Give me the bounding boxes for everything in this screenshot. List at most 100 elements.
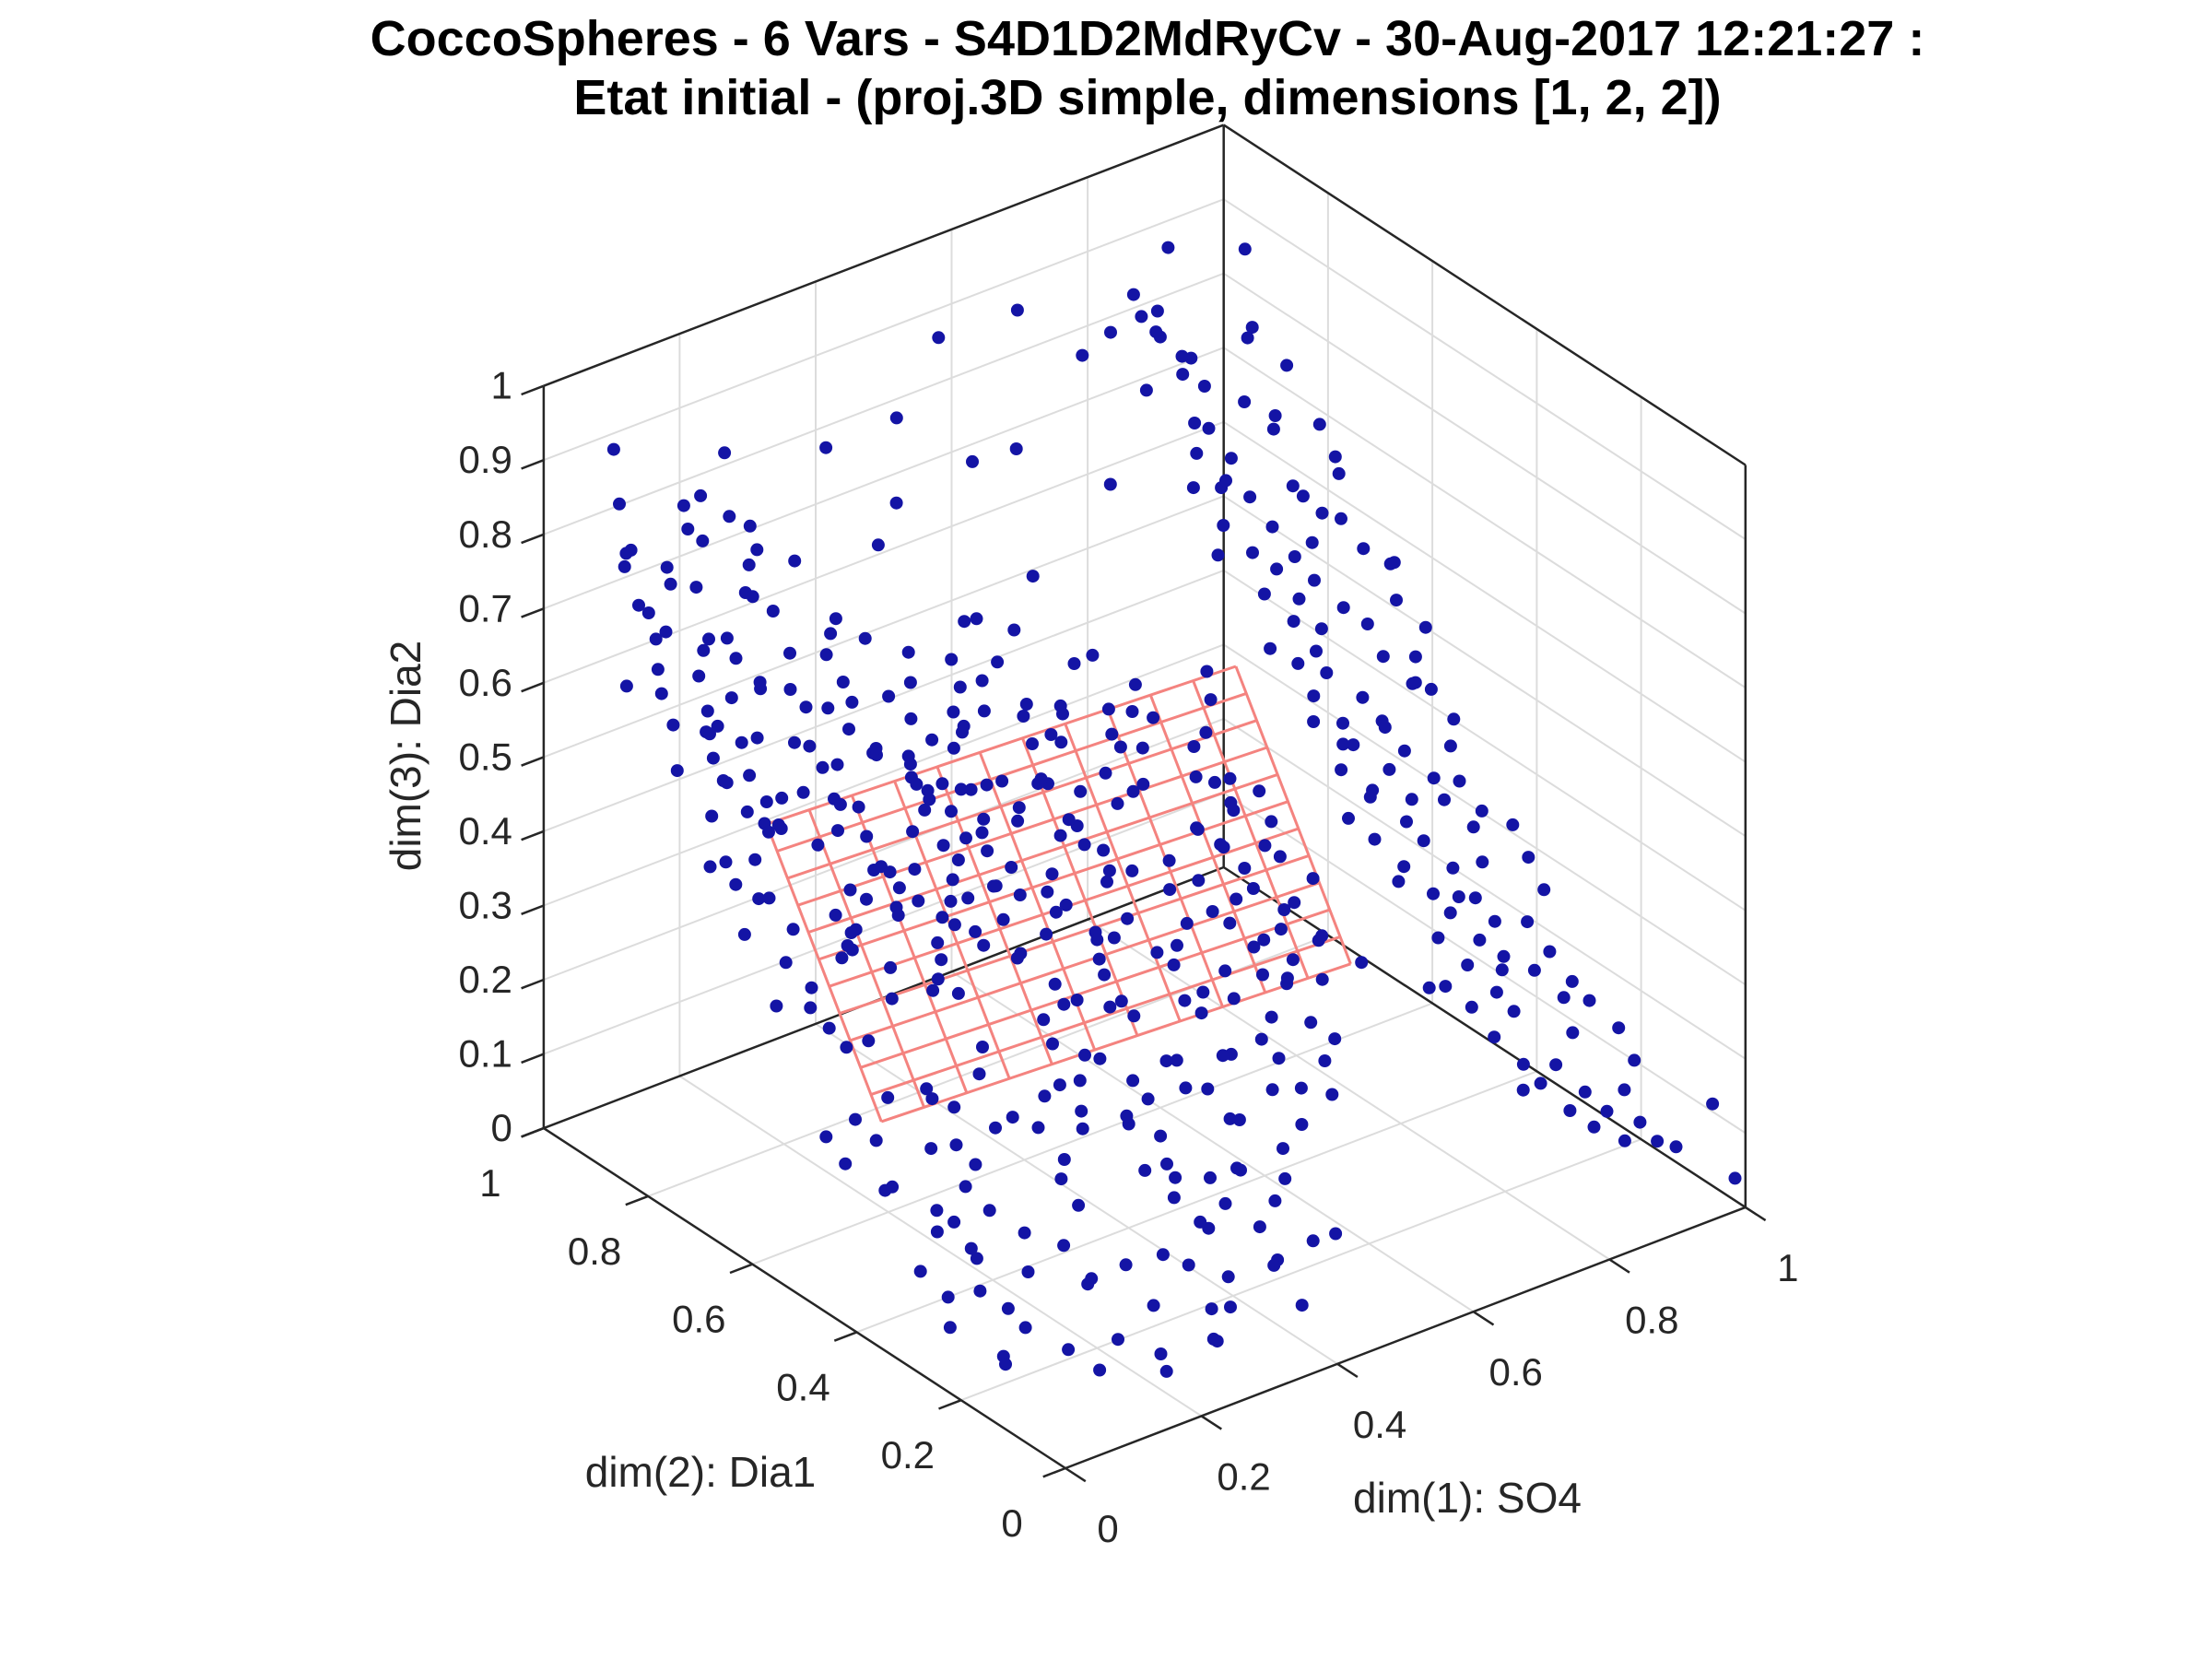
scatter-point [1427,771,1441,785]
scatter-point [947,1100,961,1114]
scatter-point [1114,994,1128,1008]
scatter-point [606,442,620,456]
scatter-point [1651,1135,1665,1148]
scatter-point [1018,1226,1031,1240]
scatter-point [1468,891,1482,905]
scatter-point [1085,1272,1099,1286]
scatter-point [1074,784,1088,798]
scatter-point [706,751,720,765]
scatter-point [1191,822,1205,836]
scatter-point [947,1215,961,1229]
scatter-point [740,805,754,818]
scatter-point [1113,740,1127,754]
x-tick-mark [1473,1311,1495,1326]
floor-y-gridline [960,1138,1641,1402]
som-grid-line [818,800,1288,961]
scatter-point [1021,1265,1035,1278]
scatter-point [923,793,936,806]
scatter-point [1175,349,1189,363]
scatter-point [1475,804,1488,818]
z-axis-label: dim(3): Dia2 [382,640,429,872]
scatter-point [1347,738,1360,752]
scatter-point [951,853,965,866]
scatter-point [1223,1112,1237,1125]
scatter-point [711,719,724,733]
box-edge [543,1127,1066,1470]
scatter-point [1102,864,1116,877]
scatter-point [964,782,978,796]
som-grid-line [776,691,1247,853]
scatter-point [1527,963,1541,977]
scatter-point [1264,641,1277,655]
scatter-point [1006,1111,1019,1124]
scatter-point [1557,991,1571,1005]
scatter-point [1310,644,1323,658]
scatter-point [1073,1074,1087,1088]
z-tick-mark [521,1053,545,1065]
scatter-point [1009,442,1023,455]
scatter-point [1230,892,1243,906]
right-wall-z-gridline [1223,792,1747,1135]
scatter-point [839,1157,853,1171]
scatter-point [1105,727,1119,741]
scatter-point [989,1121,1002,1135]
scatter-point [1007,623,1021,637]
scatter-point [1217,519,1230,532]
scatter-point [720,631,734,645]
x-tick-label: 0.4 [1353,1403,1406,1446]
scatter-point [1211,548,1225,562]
scatter-point [959,831,972,845]
scatter-point [1154,1129,1168,1143]
right-wall-z-gridline [1223,718,1747,1060]
scatter-point [995,774,1009,788]
scatter-point [1516,1057,1530,1071]
scatter-point [1465,1000,1478,1014]
scatter-point [1534,1077,1547,1090]
scatter-point [1266,422,1280,436]
scatter-point [829,908,842,922]
x-tick-label: 0.8 [1625,1299,1678,1342]
scatter-point [1201,1082,1215,1096]
scatter-point [1267,1258,1281,1272]
z-tick-label: 0.6 [459,661,512,704]
scatter-point [729,877,743,891]
scatter-point [1216,1049,1230,1063]
scatter-point [819,441,833,454]
scatter-point [1357,542,1371,556]
scatter-point [1306,1234,1320,1248]
y-tick-label: 1 [479,1161,500,1205]
z-tick-mark [521,1126,545,1138]
scatter-point [858,631,872,645]
x-tick-mark [1336,1362,1359,1379]
scatter-point [1461,959,1475,971]
scatter-point [932,331,946,345]
scatter-point [1408,650,1422,664]
scatter-point [1070,994,1084,1006]
scatter-point [700,704,714,718]
scatter-point [883,865,897,879]
scatter-point [1227,992,1241,1006]
scatter-point [1265,815,1278,829]
scatter-point [1549,1058,1563,1072]
scatter-point [724,691,738,705]
scatter-point [1265,1083,1279,1097]
scatter-point [1054,1172,1068,1186]
z-tick-mark [521,384,545,396]
scatter-point [696,534,710,547]
scatter-point [1583,994,1596,1007]
scatter-point [1125,705,1139,718]
scatter-point [1565,974,1579,988]
scatter-point [1232,1113,1246,1126]
scatter-point [1075,1104,1088,1118]
scatter-point [1466,820,1480,834]
scatter-point [1067,657,1081,670]
x-tick-mark [1065,1466,1087,1483]
scatter-point [1273,850,1287,864]
scatter-point [891,909,905,923]
scatter-point [1328,1032,1342,1046]
scatter-point [1072,1198,1086,1212]
scatter-point [1329,1227,1343,1241]
scatter-point [718,446,732,460]
scatter-point [1160,1157,1173,1171]
scatter-point [1243,490,1257,504]
